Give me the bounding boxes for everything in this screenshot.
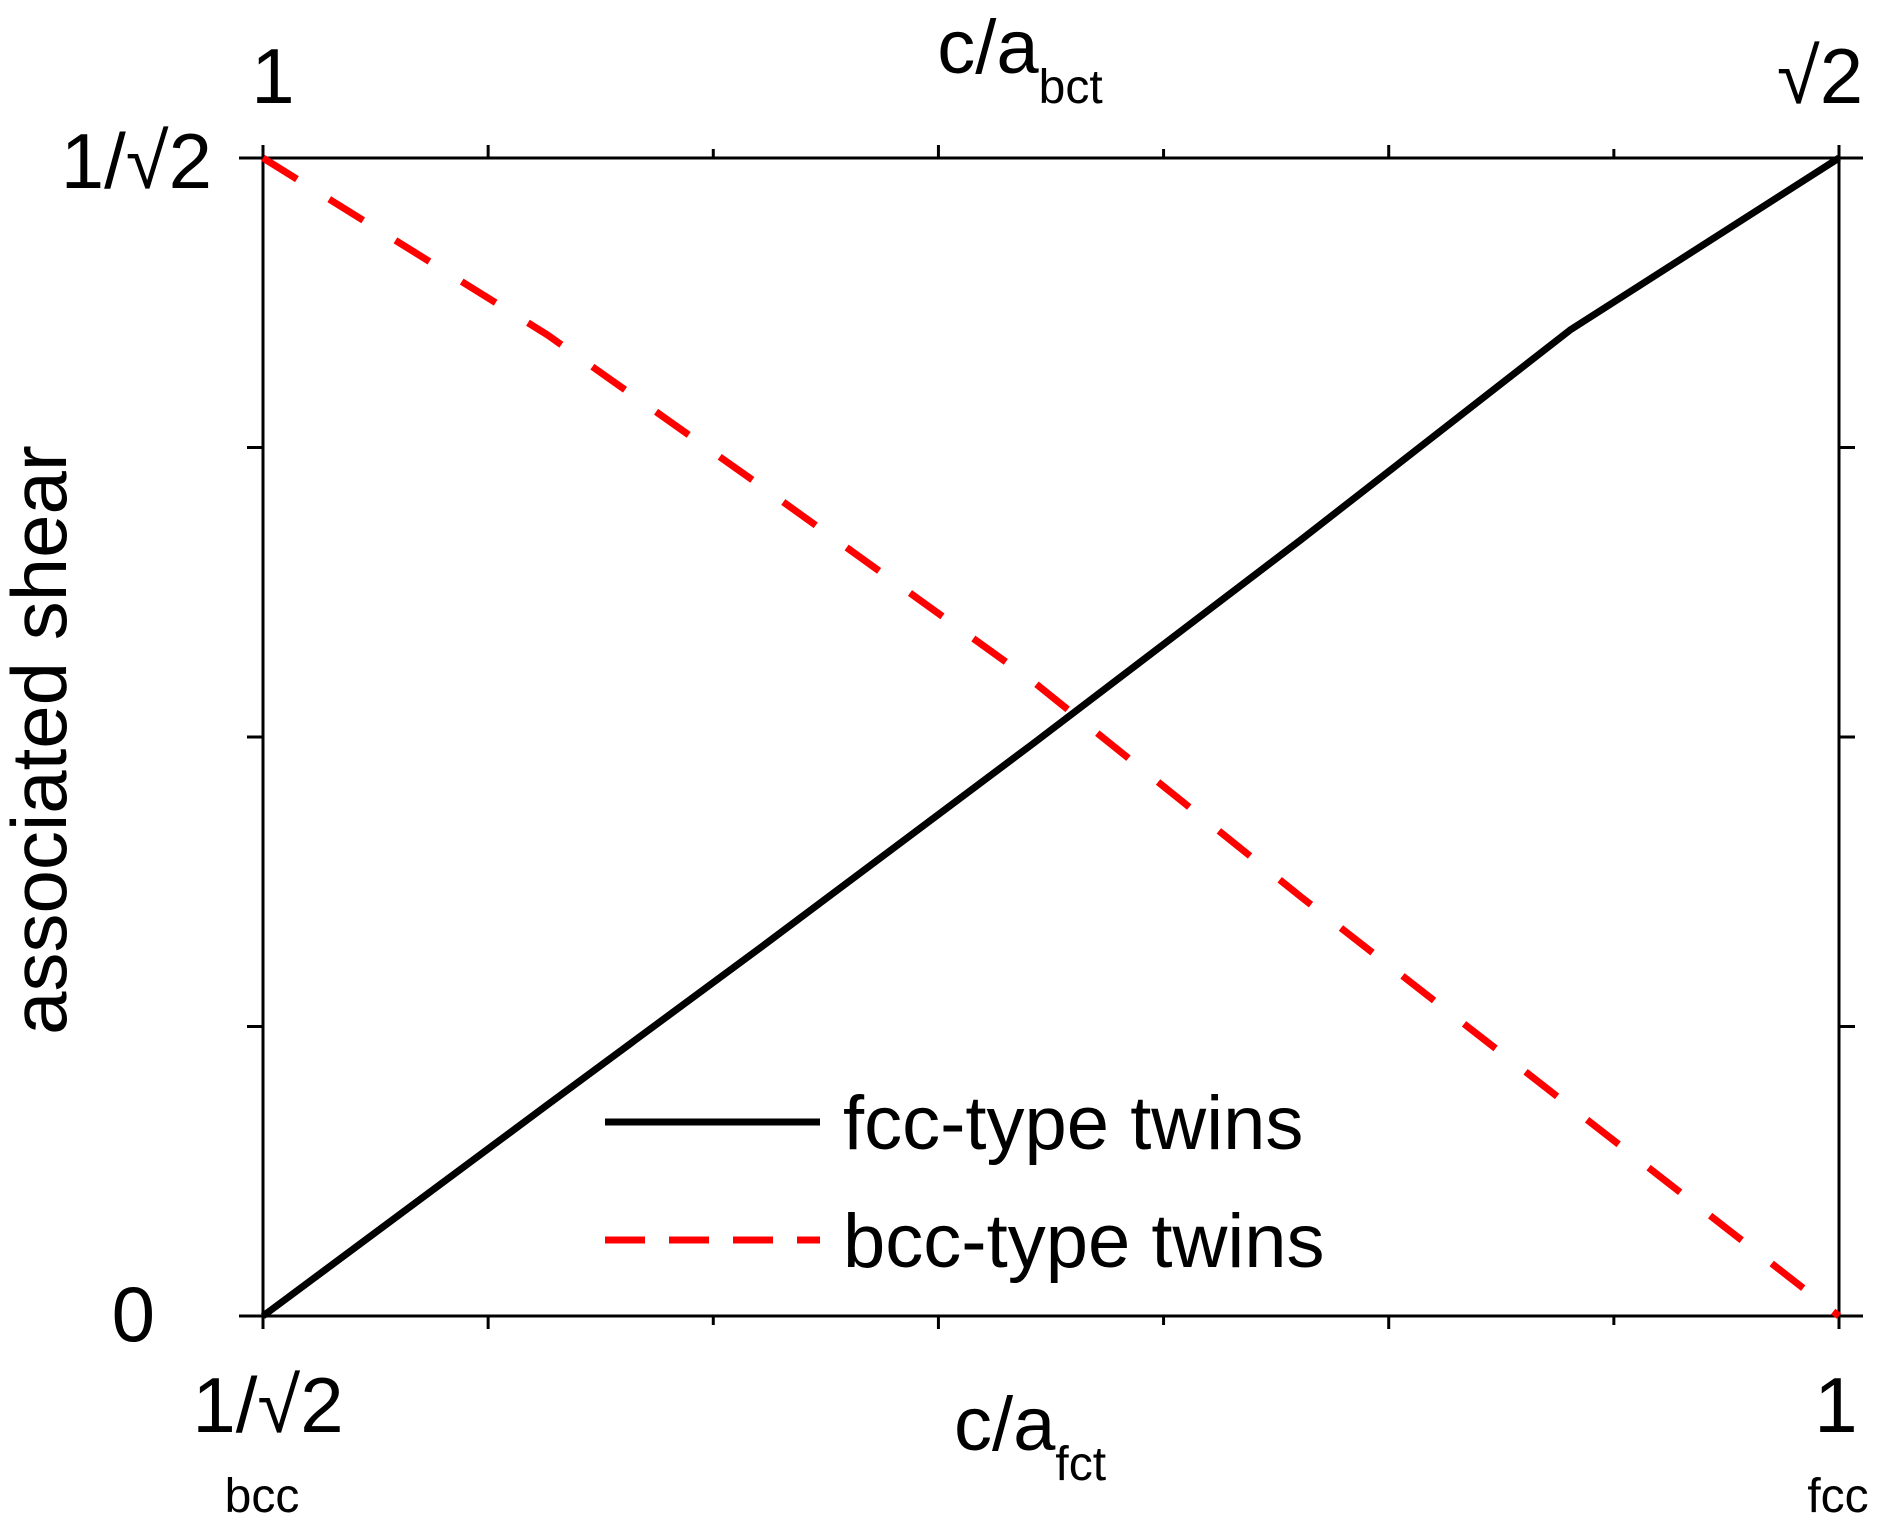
x-top-tick-min: 1 [251, 32, 294, 120]
x-bottom-end-label-fcc: fcc [1807, 1470, 1868, 1517]
x-bottom-tick-max: 1 [1814, 1361, 1857, 1449]
x-bottom-tick-min: 1/√2 [192, 1361, 343, 1449]
legend-label-bcc-type-twins: bcc-type twins [843, 1199, 1325, 1284]
series-line-fcc-type-twins [260, 155, 1841, 1319]
x-top-axis-title-main: c/a [937, 5, 1039, 90]
series-line-bcc-type-twins [261, 155, 1842, 1319]
legend-label-fcc-type-twins: fcc-type twins [843, 1081, 1303, 1166]
y-tick-min: 0 [112, 1270, 155, 1358]
x-bottom-axis-title-sub: fct [1055, 1438, 1106, 1491]
y-axis-title: associated shear [0, 445, 83, 1035]
legend: fcc-type twins bcc-type twins [605, 1081, 1325, 1284]
y-tick-max: 1/√2 [61, 117, 212, 205]
plot-frame [261, 156, 1841, 1318]
series-lines [260, 155, 1842, 1319]
x-bottom-axis-title: c/afct [954, 1382, 1106, 1491]
x-top-axis-title: c/abct [937, 5, 1102, 114]
x-top-axis-title-sub: bct [1039, 61, 1103, 114]
x-top-tick-max: √2 [1777, 32, 1863, 120]
x-bottom-axis-title-main: c/a [954, 1382, 1056, 1467]
x-bottom-end-label-bcc: bcc [225, 1470, 300, 1517]
